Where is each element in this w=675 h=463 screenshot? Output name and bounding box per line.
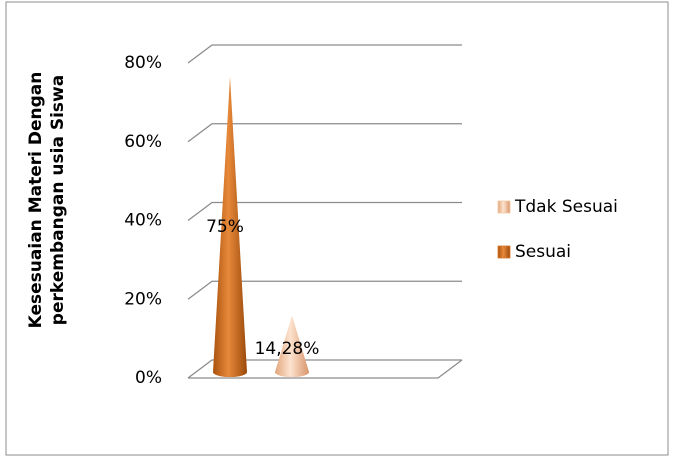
- y-axis-label: perkembangan usia Siswa: [48, 75, 68, 325]
- chart-border: [5, 1, 669, 456]
- y-tick-label: 40%: [124, 211, 162, 231]
- cone: [213, 76, 247, 377]
- cone: [275, 315, 309, 377]
- grid-line: [187, 359, 462, 379]
- legend-swatch: [497, 245, 511, 259]
- y-axis-label: Kesesuaian Materi Dengan: [26, 72, 46, 329]
- floor: [188, 359, 463, 379]
- data-label: 14,28%: [255, 339, 320, 359]
- grid-line: [187, 201, 462, 222]
- grid-line: [187, 280, 462, 300]
- y-tick-label: 80%: [124, 53, 162, 73]
- legend-label: Tdak Sesuai: [514, 197, 618, 217]
- y-tick-label: 0%: [135, 368, 162, 388]
- data-label: 75%: [206, 217, 244, 237]
- legend-label: Sesuai: [515, 242, 571, 262]
- grid-line: [187, 123, 462, 143]
- y-tick-label: 60%: [124, 132, 162, 152]
- y-tick-label: 20%: [124, 289, 162, 309]
- legend-swatch: [497, 200, 511, 214]
- grid-line: [187, 44, 462, 64]
